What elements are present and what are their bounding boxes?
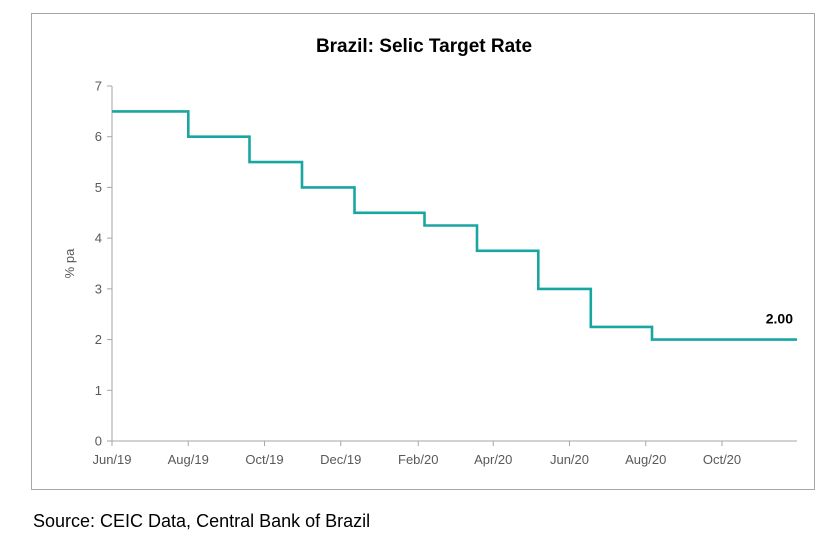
series-line: [112, 110, 797, 341]
x-tick-label: Oct/20: [703, 452, 741, 467]
x-tick-label: Dec/19: [320, 452, 361, 467]
y-tick-label: 3: [95, 281, 102, 296]
annotation-layer: 2.00: [766, 311, 793, 327]
y-tick-label: 4: [95, 231, 102, 246]
chart-frame: Brazil: Selic Target Rate 0 1 2 3 4 5 6 7 % pa J…: [31, 13, 815, 490]
y-tick-label: 1: [95, 383, 102, 398]
source-note: Source: CEIC Data, Central Bank of Brazi…: [33, 511, 371, 531]
data-label-last-value: 2.00: [766, 311, 793, 327]
y-tick-label: 7: [95, 79, 102, 94]
y-tick-label: 2: [95, 332, 102, 347]
y-tick-label: 5: [95, 180, 102, 195]
x-tick-label: Oct/19: [245, 452, 283, 467]
x-tick-label: Jun/19: [92, 452, 131, 467]
y-axis: 0 1 2 3 4 5 6 7 % pa: [62, 79, 113, 449]
selic-chart: Brazil: Selic Target Rate 0 1 2 3 4 5 6 7 % pa J…: [62, 36, 797, 467]
x-tick-label: Jun/20: [550, 452, 589, 467]
series-layer: [112, 110, 797, 341]
y-axis-label: % pa: [62, 248, 77, 278]
x-axis: Jun/19 Aug/19 Oct/19 Dec/19 Feb/20 Apr/20 Jun/…: [92, 440, 797, 467]
chart-title: Brazil: Selic Target Rate: [316, 36, 532, 57]
y-tick-label: 6: [95, 129, 102, 144]
x-tick-label: Feb/20: [398, 452, 438, 467]
x-tick-label: Aug/19: [168, 452, 209, 467]
x-tick-label: Apr/20: [474, 452, 512, 467]
y-tick-label: 0: [95, 434, 102, 449]
x-tick-label: Aug/20: [625, 452, 666, 467]
